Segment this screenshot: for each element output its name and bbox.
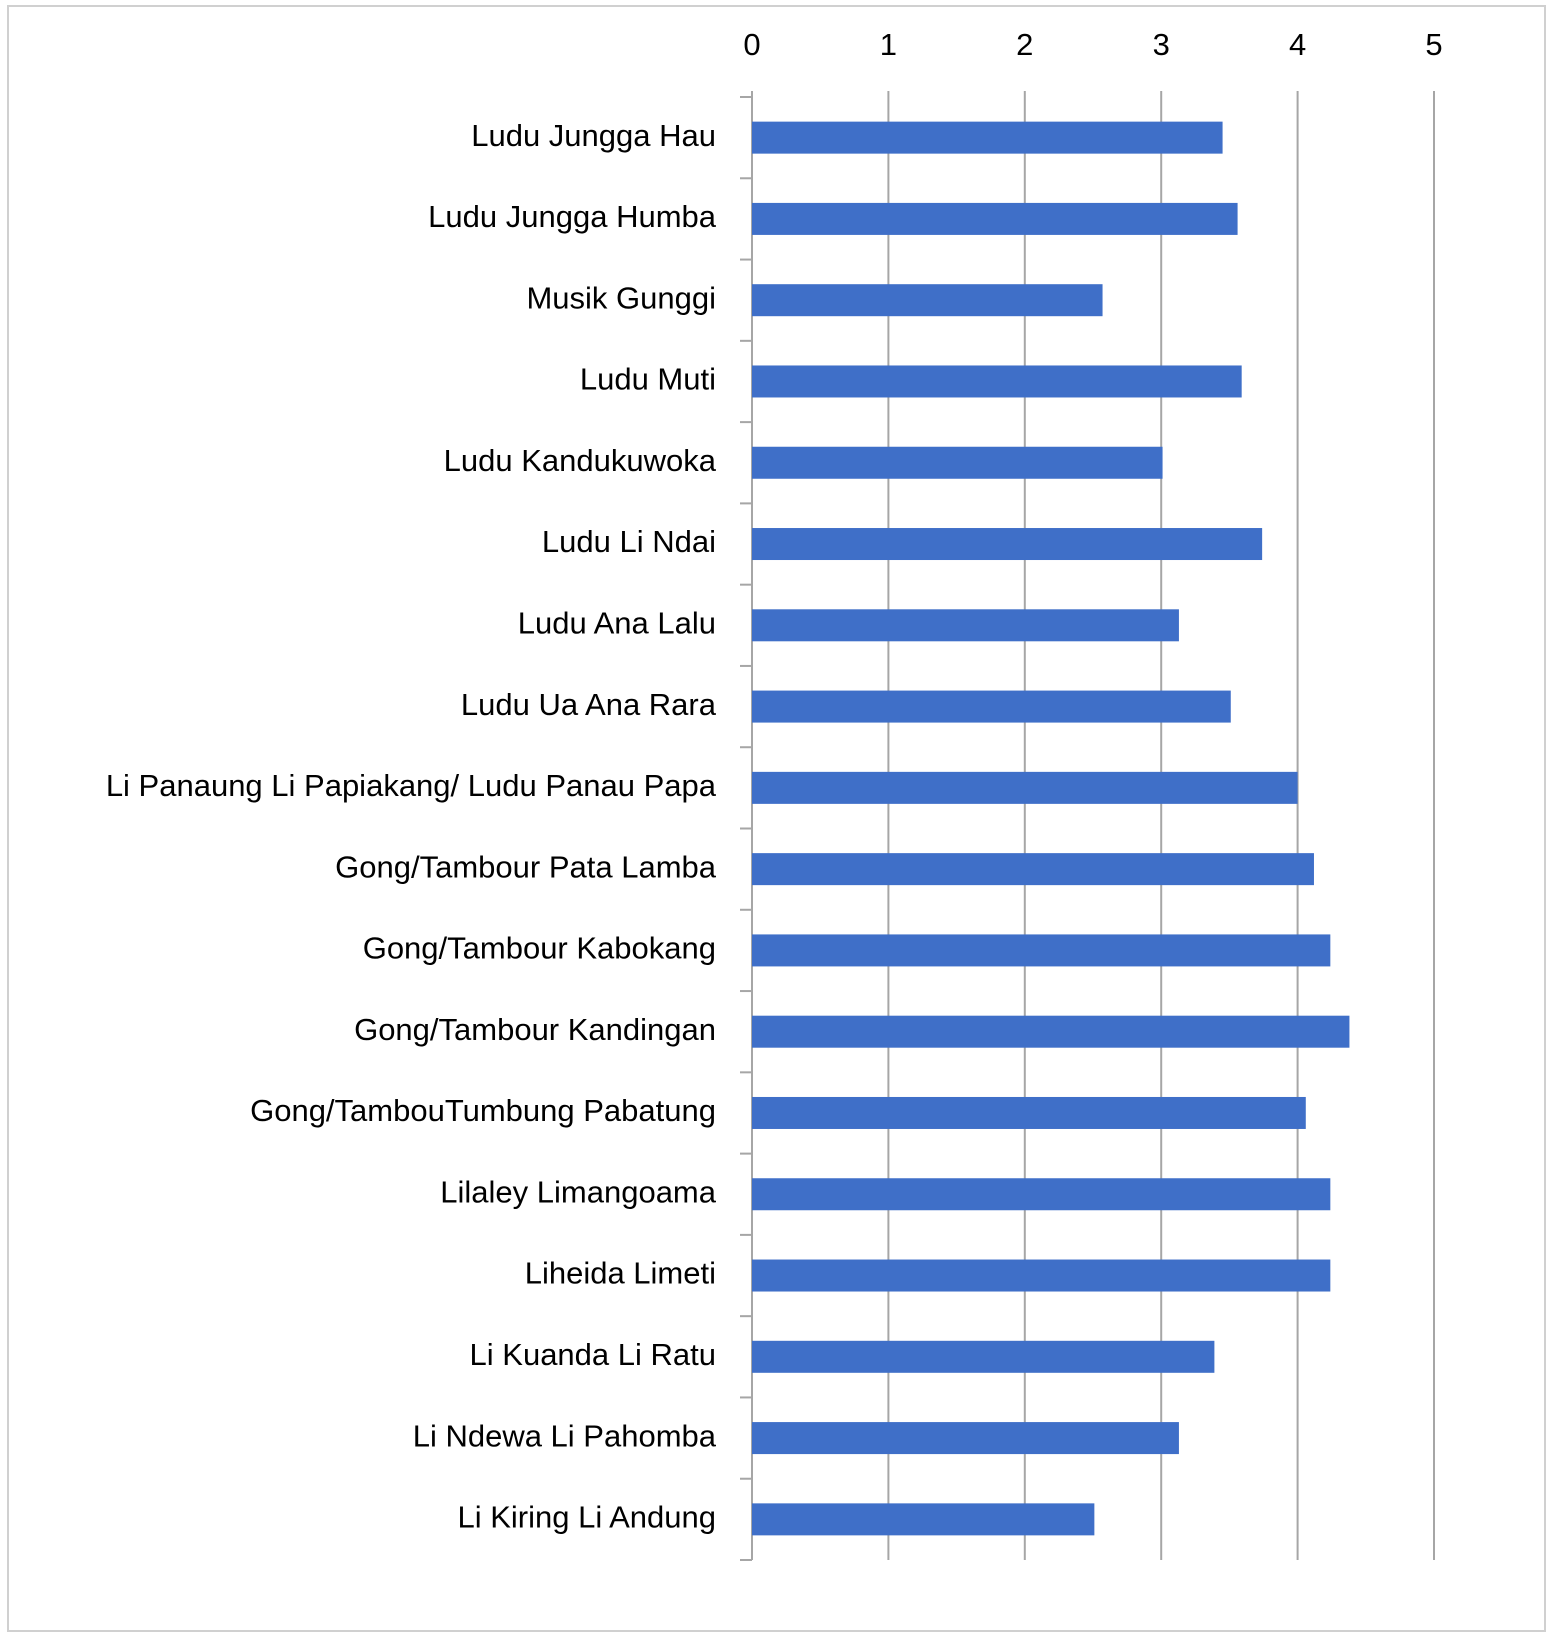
y-tick-label: Gong/Tambour Kabokang xyxy=(363,931,716,966)
bar xyxy=(752,1422,1179,1455)
x-tick-label: 5 xyxy=(1425,27,1442,62)
bar xyxy=(752,1259,1331,1292)
bar xyxy=(752,121,1223,154)
bar xyxy=(752,690,1231,723)
y-tick-label: Gong/Tambour Kandingan xyxy=(354,1012,716,1047)
bar xyxy=(752,771,1298,804)
bar xyxy=(752,1178,1331,1211)
bar xyxy=(752,1096,1306,1129)
bar xyxy=(752,528,1263,561)
bar xyxy=(752,365,1242,398)
y-tick-label: Li Kuanda Li Ratu xyxy=(470,1337,716,1372)
y-tick-label: Ludu Ua Ana Rara xyxy=(461,687,717,722)
x-tick-label: 2 xyxy=(1016,27,1033,62)
x-tick-label: 3 xyxy=(1153,27,1170,62)
x-tick-label: 0 xyxy=(743,27,760,62)
y-tick-label: Ludu Kandukuwoka xyxy=(444,443,717,478)
bar xyxy=(752,853,1314,886)
y-tick-label: Gong/Tambour Pata Lamba xyxy=(335,849,717,884)
bar xyxy=(752,1340,1215,1373)
y-tick-label: Musik Gunggi xyxy=(526,280,716,315)
y-tick-label: Lilaley Limangoama xyxy=(440,1174,716,1209)
y-tick-label: Ludu Jungga Humba xyxy=(428,199,717,234)
x-tick-label: 4 xyxy=(1289,27,1306,62)
y-tick-label: Liheida Limeti xyxy=(525,1256,716,1291)
y-tick-label: Li Panaung Li Papiakang/ Ludu Panau Papa xyxy=(106,768,717,803)
y-tick-label: Ludu Muti xyxy=(580,362,716,397)
bar xyxy=(752,284,1103,317)
bar xyxy=(752,934,1331,967)
bar xyxy=(752,202,1238,235)
y-tick-label: Gong/TambouTumbung Pabatung xyxy=(250,1093,716,1128)
bar xyxy=(752,446,1163,479)
y-tick-label: Li Ndewa Li Pahomba xyxy=(413,1418,717,1453)
bar xyxy=(752,1015,1350,1048)
bar xyxy=(752,609,1179,642)
y-tick-label: Li Kiring Li Andung xyxy=(457,1500,716,1535)
x-tick-label: 1 xyxy=(880,27,897,62)
y-tick-label: Ludu Ana Lalu xyxy=(518,605,716,640)
bar xyxy=(752,1503,1095,1536)
chart-border xyxy=(7,5,1546,1632)
y-tick-label: Ludu Li Ndai xyxy=(542,524,716,559)
y-tick-label: Ludu Jungga Hau xyxy=(471,118,716,153)
